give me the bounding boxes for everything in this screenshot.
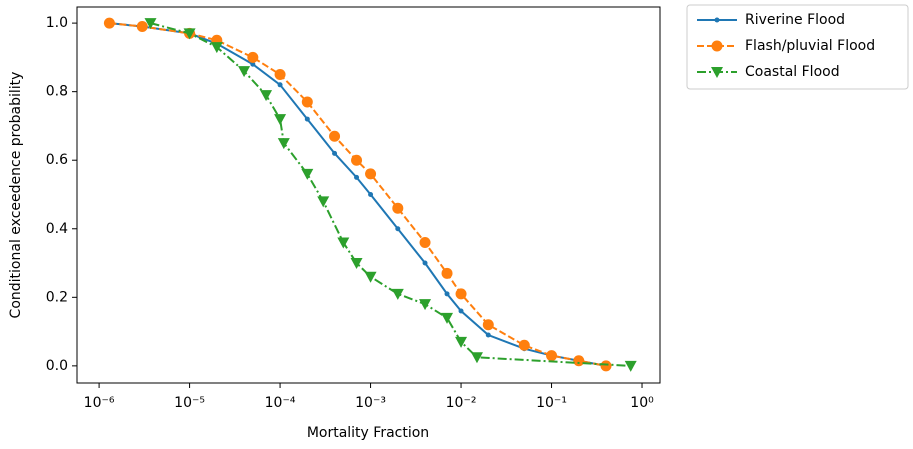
point bbox=[351, 154, 363, 166]
point bbox=[391, 288, 404, 300]
plot-frame bbox=[76, 6, 661, 384]
legend-label: Coastal Flood bbox=[745, 64, 840, 80]
point bbox=[600, 360, 612, 372]
point bbox=[103, 17, 115, 29]
y-tick-label: 0.4 bbox=[46, 221, 68, 237]
point bbox=[301, 168, 314, 180]
legend-marker bbox=[714, 17, 720, 23]
point bbox=[277, 138, 290, 150]
point bbox=[301, 96, 313, 108]
point bbox=[136, 21, 148, 33]
point bbox=[304, 116, 310, 122]
point bbox=[419, 299, 432, 311]
point bbox=[354, 174, 360, 180]
point bbox=[317, 196, 330, 208]
point bbox=[210, 42, 223, 54]
legend-box bbox=[686, 4, 909, 90]
point bbox=[422, 260, 428, 266]
point bbox=[458, 308, 464, 314]
point bbox=[395, 226, 401, 232]
x-tick-label: 10⁰ bbox=[630, 395, 654, 411]
point bbox=[518, 339, 530, 351]
x-tick-label: 10⁻² bbox=[446, 395, 477, 411]
point bbox=[624, 360, 637, 372]
legend-marker bbox=[711, 40, 723, 52]
point bbox=[183, 28, 196, 40]
point bbox=[455, 336, 468, 348]
y-tick-label: 0.6 bbox=[46, 152, 68, 168]
point bbox=[470, 352, 483, 364]
point bbox=[392, 202, 404, 214]
point bbox=[350, 258, 363, 270]
x-tick-label: 10⁻⁴ bbox=[265, 395, 296, 411]
point bbox=[277, 82, 283, 88]
x-tick-label: 10⁻⁶ bbox=[84, 395, 115, 411]
x-axis-label: Mortality Fraction bbox=[307, 425, 429, 441]
series-line bbox=[150, 22, 631, 367]
point bbox=[419, 236, 431, 248]
point bbox=[332, 150, 338, 156]
point bbox=[238, 66, 251, 78]
y-tick-label: 0.8 bbox=[46, 84, 68, 100]
y-tick-label: 0.2 bbox=[46, 289, 68, 305]
point bbox=[365, 168, 377, 180]
legend-label: Riverine Flood bbox=[745, 12, 845, 28]
x-tick-label: 10⁻⁵ bbox=[174, 395, 205, 411]
point bbox=[368, 191, 374, 197]
series-line bbox=[109, 22, 607, 367]
point bbox=[455, 288, 467, 300]
point bbox=[274, 69, 286, 81]
point bbox=[364, 271, 377, 283]
y-tick-label: 1.0 bbox=[46, 15, 68, 31]
point bbox=[260, 90, 273, 102]
series-line bbox=[109, 22, 607, 367]
point bbox=[329, 130, 341, 142]
point bbox=[441, 267, 453, 279]
point bbox=[247, 51, 259, 63]
point bbox=[485, 332, 491, 338]
point bbox=[441, 312, 454, 324]
point bbox=[546, 350, 558, 362]
point bbox=[337, 237, 350, 249]
y-axis-label: Conditional exceedence probability bbox=[8, 72, 24, 319]
legend-marker bbox=[711, 67, 723, 78]
point bbox=[250, 61, 256, 67]
x-tick-label: 10⁻³ bbox=[355, 395, 386, 411]
x-tick-label: 10⁻¹ bbox=[536, 395, 567, 411]
point bbox=[482, 319, 494, 331]
point bbox=[274, 114, 287, 126]
point bbox=[444, 291, 450, 297]
legend-label: Flash/pluvial Flood bbox=[745, 38, 875, 54]
y-tick-label: 0.0 bbox=[46, 358, 68, 374]
point bbox=[144, 18, 157, 30]
point bbox=[573, 355, 585, 367]
